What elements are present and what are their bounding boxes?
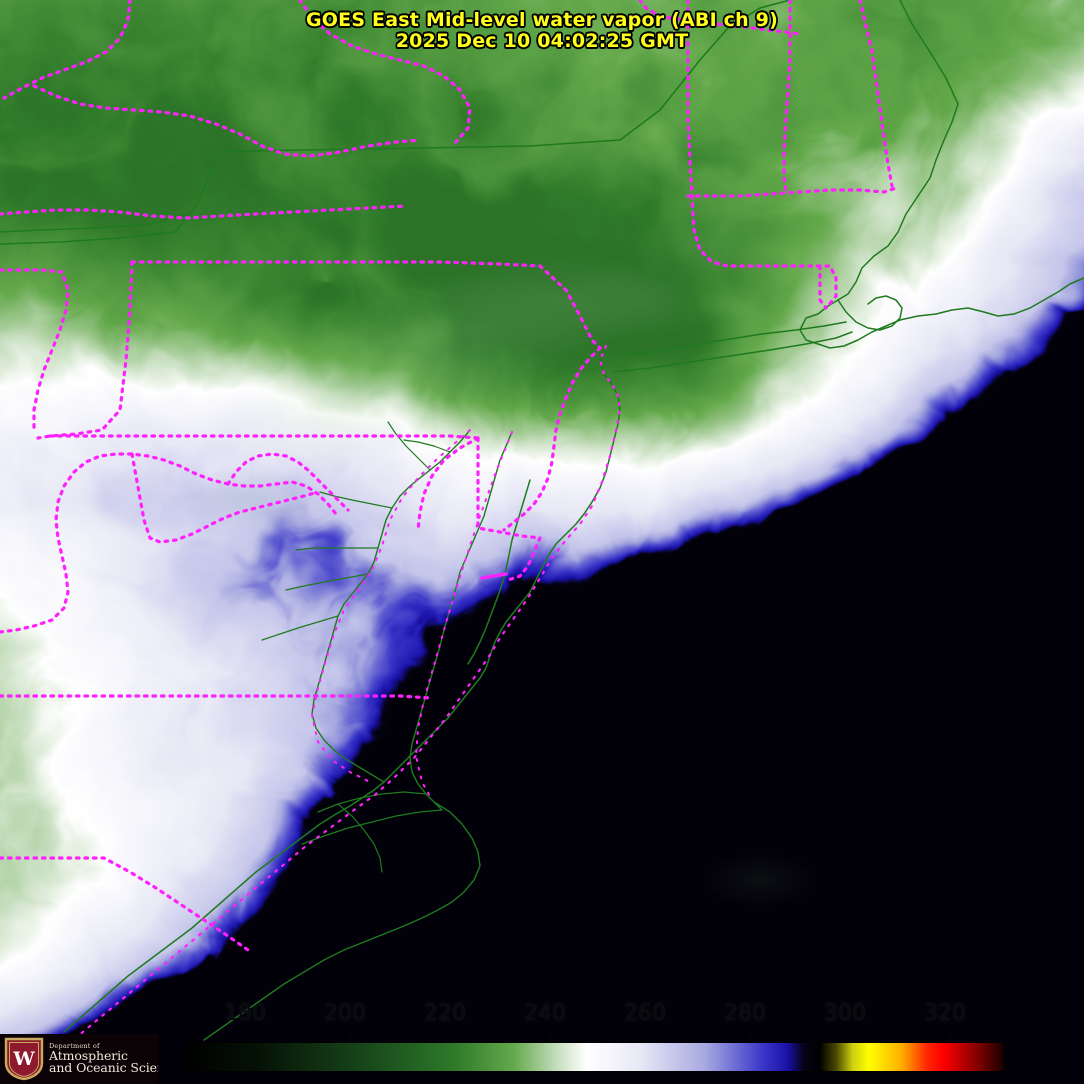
- colorbar-tick: [344, 1031, 346, 1042]
- logo-text-block: Department of Atmospheric and Oceanic Sc…: [49, 1043, 158, 1075]
- colorbar-tick: [244, 1031, 246, 1042]
- svg-text:W: W: [12, 1048, 35, 1070]
- colorbar: 180 200 220 240 260 280 300 320: [185, 1001, 1005, 1072]
- colorbar-tick: [444, 1031, 446, 1042]
- colorbar-tick: [844, 1031, 846, 1042]
- colorbar-tick-label: 220: [424, 1001, 466, 1026]
- colorbar-tick: [544, 1031, 546, 1042]
- colorbar-tick-label: 280: [724, 1001, 766, 1026]
- uw-crest-icon: W: [4, 1037, 44, 1081]
- colorbar-tick-label: 180: [224, 1001, 266, 1026]
- colorbar-tick: [644, 1031, 646, 1042]
- colorbar-gradient: [185, 1042, 1005, 1072]
- colorbar-tick-label: 260: [624, 1001, 666, 1026]
- colorbar-tick: [744, 1031, 746, 1042]
- logo-name-line-2: and Oceanic Sciences: [49, 1060, 158, 1076]
- logo-name-line-1: Atmospheric: [49, 1047, 128, 1063]
- colorbar-tick: [944, 1031, 946, 1042]
- colorbar-tick-label: 300: [824, 1001, 866, 1026]
- colorbar-tick-label: 200: [324, 1001, 366, 1026]
- colorbar-tick-label: 240: [524, 1001, 566, 1026]
- uw-aos-logo: W Department of Atmospheric and Oceanic …: [0, 1034, 158, 1084]
- colorbar-tick-label: 320: [924, 1001, 966, 1026]
